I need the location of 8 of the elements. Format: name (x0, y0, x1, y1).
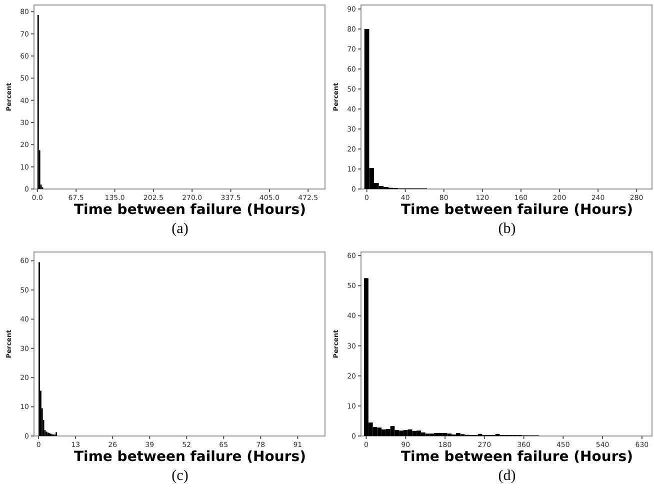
text: (b) (498, 221, 516, 237)
x-axis-title: Time between failure (Hours) (74, 202, 306, 218)
text: (d) (498, 468, 516, 484)
text: (c) (172, 468, 188, 484)
text: (a) (172, 221, 188, 237)
x-axis-title: Time between failure (Hours) (401, 449, 633, 465)
x-axis-title: Time between failure (Hours) (401, 202, 633, 218)
x-axis-title: Time between failure (Hours) (74, 449, 306, 465)
